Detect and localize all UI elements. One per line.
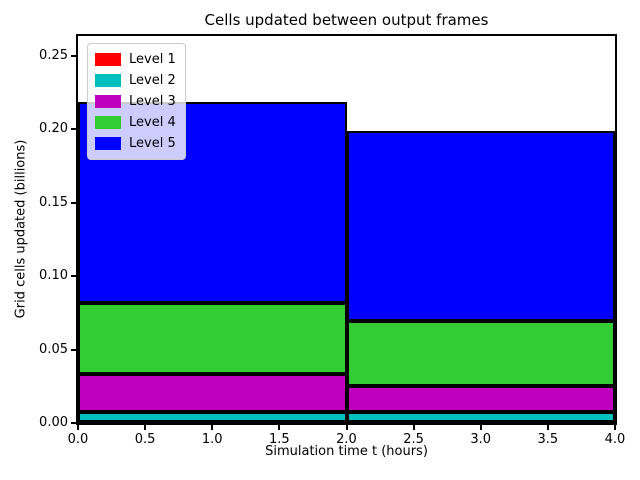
- legend-label: Level 2: [129, 73, 176, 88]
- x-tick-label: 0.5: [134, 432, 156, 447]
- bar-segment-level-4-bar1: [78, 303, 347, 374]
- y-tick-label: 0.10: [39, 268, 68, 284]
- y-tick-mark: [71, 54, 76, 57]
- bar-segment-level-3-bar1: [78, 373, 347, 412]
- legend-swatch-icon: [95, 95, 121, 108]
- x-tick-mark: [211, 425, 214, 430]
- y-tick-label: 0.20: [39, 121, 68, 137]
- bar-segment-level-3-bar2: [346, 386, 615, 412]
- x-tick-label: 2.0: [336, 432, 357, 447]
- y-tick-mark: [71, 422, 76, 424]
- x-axis-label: Simulation time t (hours): [265, 444, 428, 459]
- x-tick-label: 1.5: [269, 432, 290, 447]
- x-tick-label: 3.5: [537, 432, 559, 447]
- legend-swatch-icon: [95, 74, 121, 87]
- y-tick-label: 0.15: [39, 194, 68, 210]
- x-tick-mark: [144, 425, 147, 430]
- legend-item-level-4: Level 4: [95, 112, 176, 133]
- x-tick-mark: [412, 425, 415, 430]
- x-tick-label: 4.0: [604, 432, 626, 447]
- legend: Level 1 Level 2 Level 3 Level 4 Level 5: [87, 43, 186, 160]
- y-tick-label: 0.25: [39, 47, 68, 63]
- x-tick-mark: [546, 425, 549, 430]
- legend-swatch-icon: [95, 116, 121, 129]
- bar-segment-level-5-bar2: [346, 130, 615, 322]
- legend-item-level-3: Level 3: [95, 91, 176, 112]
- y-tick-label: 0.05: [39, 341, 68, 357]
- legend-label: Level 1: [129, 52, 176, 67]
- x-tick-mark: [345, 425, 348, 430]
- legend-label: Level 4: [129, 115, 176, 130]
- x-tick-mark: [278, 425, 281, 430]
- bar-segment-level-2-bar2: [346, 412, 615, 423]
- x-tick-label: 0.0: [67, 432, 89, 447]
- legend-item-level-5: Level 5: [95, 133, 176, 154]
- x-tick-label: 3.0: [470, 432, 492, 447]
- y-tick-mark: [71, 348, 76, 351]
- y-tick-mark: [71, 275, 76, 278]
- legend-item-level-1: Level 1: [95, 49, 176, 70]
- legend-swatch-icon: [95, 53, 121, 66]
- y-tick-mark: [71, 128, 76, 131]
- y-tick-label: 0.00: [39, 415, 68, 430]
- legend-swatch-icon: [95, 137, 121, 150]
- x-tick-label: 1.0: [201, 432, 223, 447]
- x-tick-mark: [614, 425, 616, 430]
- legend-label: Level 3: [129, 94, 176, 109]
- x-tick-label: 2.5: [403, 432, 424, 447]
- x-tick-mark: [479, 425, 482, 430]
- bar-segment-level-4-bar2: [346, 321, 615, 387]
- chart-title: Cells updated between output frames: [204, 11, 489, 29]
- x-tick-mark: [77, 425, 79, 430]
- legend-item-level-2: Level 2: [95, 70, 176, 91]
- y-tick-mark: [71, 201, 76, 204]
- bar-segment-level-2-bar1: [78, 412, 347, 423]
- legend-label: Level 5: [129, 136, 176, 151]
